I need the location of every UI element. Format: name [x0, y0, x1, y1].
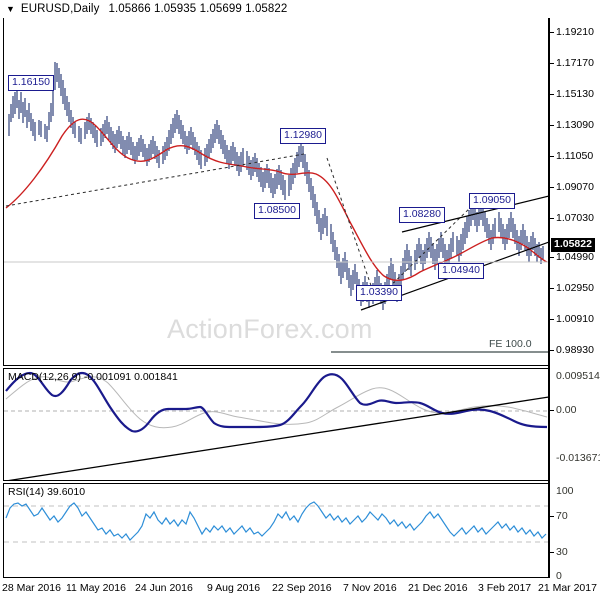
rsi-plot-area: [4, 484, 548, 577]
dashed-projection-line: [5, 153, 305, 207]
tick-mark: [549, 288, 554, 289]
price-label-1-08500[interactable]: 1.08500: [254, 203, 300, 219]
chart-header: ▼ EURUSD,Daily 1.05866 1.05935 1.05699 1…: [0, 0, 600, 18]
xtick-0: 28 Mar 2016: [2, 582, 61, 594]
macd-panel[interactable]: MACD(12,26,9) -0.001091 0.001841: [3, 368, 548, 481]
xtick-3: 9 Aug 2016: [207, 582, 261, 594]
upper-resistance-trendline: [401, 195, 548, 233]
tick-mark: [549, 516, 554, 517]
ytick-rsi-3: 0: [556, 570, 562, 582]
dashed-rising-line: [375, 203, 475, 301]
ytick-price-5: 1.09070: [556, 181, 594, 193]
ytick-macd-1: 0.00: [556, 404, 577, 416]
fe-overlay-svg: [331, 351, 548, 353]
ytick-price-2: 1.15130: [556, 88, 594, 100]
xtick-7: 3 Feb 2017: [478, 582, 532, 594]
macd-plot-area: [4, 369, 548, 480]
triangle-down-icon[interactable]: ▼: [6, 3, 15, 14]
ytick-rsi-0: 100: [556, 485, 574, 497]
macd-signal-line: [5, 376, 548, 429]
price-label-1-09050[interactable]: 1.09050: [469, 193, 515, 209]
price-label-1-08280[interactable]: 1.08280: [399, 207, 445, 223]
macd-line: [5, 371, 548, 433]
ohlc-values: 1.05866 1.05935 1.05699 1.05822: [108, 3, 288, 15]
fe-100-label: FE 100.0: [489, 338, 532, 350]
xtick-2: 24 Jun 2016: [135, 582, 193, 594]
moving-average-line: [5, 118, 548, 282]
tick-mark: [549, 187, 554, 188]
ytick-macd-2: -0.013671: [556, 452, 600, 464]
right-axis-rail: [548, 18, 550, 578]
price-label-1-16150[interactable]: 1.16150: [8, 75, 54, 91]
tick-mark: [549, 257, 554, 258]
ytick-rsi-1: 70: [556, 510, 568, 522]
rsi-panel[interactable]: RSI(14) 39.6010: [3, 483, 548, 578]
rsi-line: [5, 501, 547, 541]
ytick-price-9: 1.00910: [556, 313, 594, 325]
tick-mark: [549, 218, 554, 219]
xtick-4: 22 Sep 2016: [272, 582, 332, 594]
ytick-price-10: 0.98930: [556, 344, 594, 356]
price-label-1-03390[interactable]: 1.03390: [356, 285, 402, 301]
ytick-price-7: 1.04990: [556, 251, 594, 263]
dashed-descending-line: [326, 157, 377, 301]
tick-mark: [549, 125, 554, 126]
xtick-5: 7 Nov 2016: [343, 582, 397, 594]
macd-series-svg: [4, 371, 548, 480]
ytick-price-3: 1.13090: [556, 119, 594, 131]
symbol-label: EURUSD,Daily: [20, 3, 100, 15]
current-price-tag: 1.05822: [551, 238, 595, 252]
ytick-price-8: 1.02950: [556, 282, 594, 294]
price-panel[interactable]: ActionForex.com FE 100.0 1.16150 1.12980…: [3, 18, 548, 366]
macd-trendline: [8, 396, 548, 480]
price-label-1-12980[interactable]: 1.12980: [280, 128, 326, 144]
tick-mark: [549, 63, 554, 64]
ytick-macd-0: 0.009514: [556, 370, 600, 382]
xtick-6: 21 Dec 2016: [408, 582, 468, 594]
ytick-rsi-2: 30: [556, 546, 568, 558]
ytick-price-4: 1.11050: [556, 150, 594, 162]
macd-caption: MACD(12,26,9) -0.001091 0.001841: [8, 371, 178, 383]
tick-mark: [549, 94, 554, 95]
xtick-8: 21 Mar 2017: [538, 582, 597, 594]
candlestick-series: [8, 62, 544, 310]
xtick-1: 11 May 2016: [66, 582, 126, 594]
tick-mark: [549, 410, 554, 411]
price-series-svg: [4, 62, 548, 311]
price-plot-area: [4, 18, 548, 365]
tick-mark: [549, 32, 554, 33]
tick-mark: [549, 156, 554, 157]
ytick-price-1: 1.17170: [556, 57, 594, 69]
tick-mark: [549, 319, 554, 320]
tick-mark: [549, 350, 554, 351]
tick-mark: [549, 552, 554, 553]
ytick-price-0: 1.19210: [556, 26, 594, 38]
rsi-series-svg: [4, 501, 548, 543]
price-label-1-04940[interactable]: 1.04940: [438, 263, 484, 279]
watermark: ActionForex.com: [167, 314, 373, 344]
ytick-price-6: 1.07030: [556, 212, 594, 224]
rsi-caption: RSI(14) 39.6010: [8, 486, 86, 498]
